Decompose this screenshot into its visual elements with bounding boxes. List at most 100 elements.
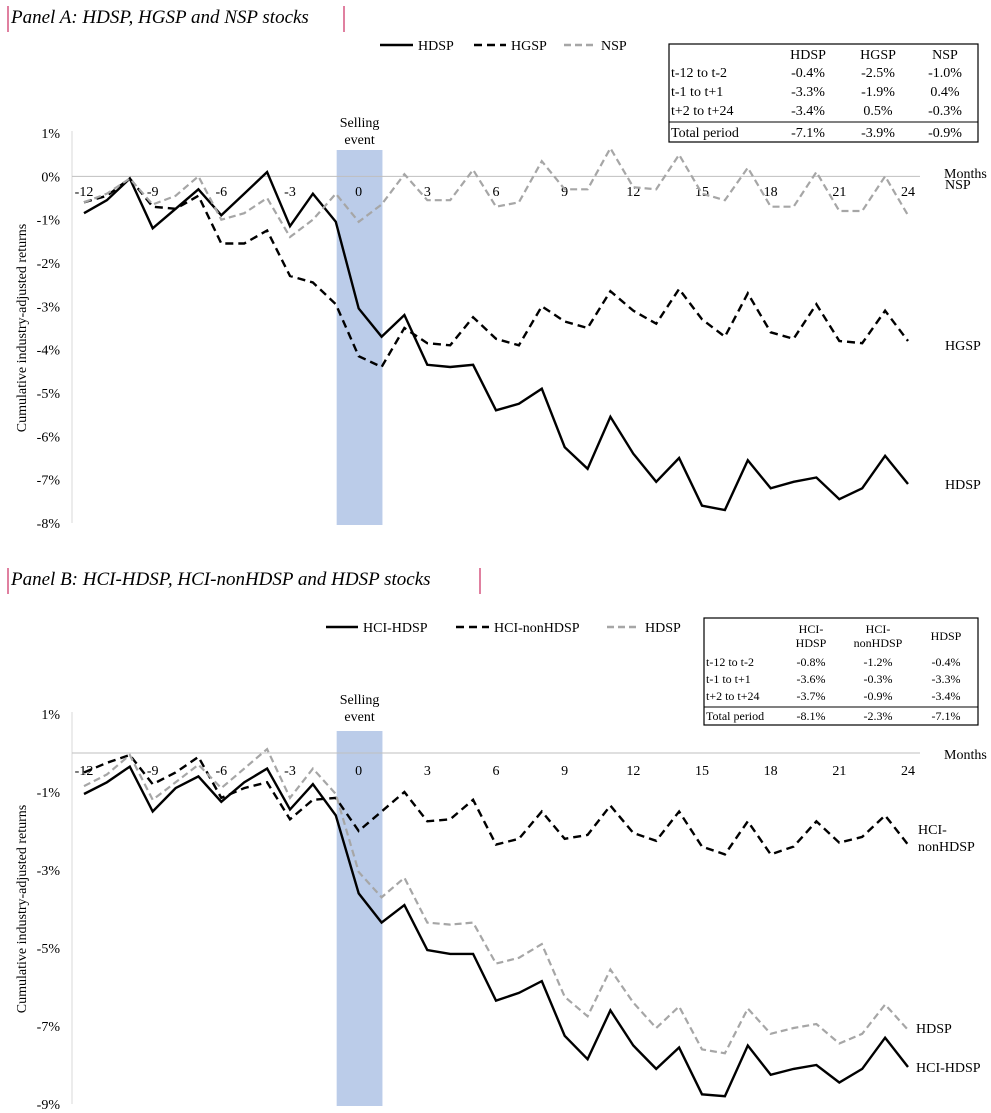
chart-panel-b: Panel B: HCI-HDSP, HCI-nonHDSP and HDSP … <box>7 568 987 1113</box>
table-cell: -0.8% <box>797 655 826 669</box>
x-tick-label: 18 <box>764 764 778 779</box>
x-tick-label: 9 <box>561 185 568 200</box>
x-tick-label: 24 <box>901 185 915 200</box>
x-tick-label: 21 <box>832 185 846 200</box>
table-header-cell: HDSP <box>796 636 827 650</box>
series-line-hdsp <box>83 169 909 512</box>
table-header-cell: HDSP <box>790 48 826 63</box>
y-tick-label: -4% <box>37 344 61 359</box>
panel-title: Panel B: HCI-HDSP, HCI-nonHDSP and HDSP … <box>10 569 431 590</box>
legend-label: NSP <box>601 39 627 54</box>
y-tick-label: 0% <box>41 170 60 185</box>
table-cell: -3.3% <box>791 85 825 100</box>
panel-title: Panel A: HDSP, HGSP and NSP stocks <box>10 7 309 28</box>
table-header-cell: nonHDSP <box>854 636 903 650</box>
table-row-label: t-12 to t-2 <box>671 66 727 81</box>
summary-table-border <box>668 43 979 143</box>
x-tick-label: 6 <box>493 185 500 200</box>
series-end-label: NSP <box>945 178 971 193</box>
x-tick-label: 12 <box>626 764 640 779</box>
x-tick-label: -3 <box>284 185 296 200</box>
table-header-cell: HCI- <box>799 622 824 636</box>
table-row-label: t-1 to t+1 <box>671 85 723 100</box>
y-tick-label: -7% <box>37 474 61 489</box>
x-tick-label: 6 <box>493 764 500 779</box>
selling-event-label: Selling <box>340 116 380 131</box>
y-tick-label: 1% <box>41 708 60 723</box>
table-cell: -3.4% <box>791 104 825 119</box>
x-tick-label: 0 <box>355 764 362 779</box>
series-end-label: HCI- <box>918 823 947 838</box>
x-tick-label: -12 <box>75 185 94 200</box>
table-cell: -1.9% <box>861 85 895 100</box>
table-cell: -7.1% <box>932 709 961 723</box>
table-row-label: Total period <box>706 709 764 723</box>
table-cell: -0.3% <box>864 672 893 686</box>
table-cell: 0.5% <box>863 104 893 119</box>
table-cell: -0.3% <box>928 104 962 119</box>
table-header-cell: HGSP <box>860 48 896 63</box>
table-cell: -0.9% <box>864 689 893 703</box>
x-tick-label: 9 <box>561 764 568 779</box>
legend-label: HDSP <box>418 39 454 54</box>
series-line-nsp <box>83 145 909 239</box>
x-tick-label: -9 <box>147 185 159 200</box>
series-line-hgsp <box>83 176 909 369</box>
selling-event-label: Selling <box>340 693 380 708</box>
table-cell: -3.3% <box>932 672 961 686</box>
y-tick-label: -1% <box>37 786 61 801</box>
y-tick-label: -2% <box>37 257 61 272</box>
table-cell: -3.4% <box>932 689 961 703</box>
x-axis-label: Months <box>944 748 987 763</box>
selling-event-label: event <box>344 133 374 148</box>
table-cell: -0.9% <box>928 126 962 141</box>
legend-label: HCI-nonHDSP <box>494 621 580 636</box>
series-line-hci-hdsp <box>83 764 909 1098</box>
series-line-hci-nonhdsp <box>83 753 909 856</box>
x-tick-label: -9 <box>147 764 159 779</box>
table-header-cell: HCI- <box>866 622 891 636</box>
legend-label: HGSP <box>511 39 547 54</box>
table-cell: -0.4% <box>791 66 825 81</box>
selling-event-label: event <box>344 710 374 725</box>
selling-event-band <box>336 150 383 525</box>
x-tick-label: 12 <box>626 185 640 200</box>
table-header-cell: NSP <box>932 48 958 63</box>
table-cell: -3.7% <box>797 689 826 703</box>
y-axis-label: Cumulative industry-adjusted returns <box>15 224 30 432</box>
table-cell: -1.0% <box>928 66 962 81</box>
table-row-label: t-1 to t+1 <box>706 672 751 686</box>
y-axis-label: Cumulative industry-adjusted returns <box>15 805 30 1013</box>
series-end-label: HDSP <box>945 478 981 493</box>
y-tick-label: -9% <box>37 1098 61 1113</box>
table-cell: -1.2% <box>864 655 893 669</box>
x-tick-label: 3 <box>424 185 431 200</box>
y-tick-label: -6% <box>37 430 61 445</box>
table-cell: -7.1% <box>791 126 825 141</box>
table-cell: 0.4% <box>930 85 960 100</box>
table-header-cell: HDSP <box>931 629 962 643</box>
table-cell: -2.5% <box>861 66 895 81</box>
y-tick-label: -1% <box>37 214 61 229</box>
x-axis-label: Months <box>944 167 987 182</box>
table-row-label: t-12 to t-2 <box>706 655 754 669</box>
table-cell: -8.1% <box>797 709 826 723</box>
y-tick-label: 1% <box>41 127 60 142</box>
legend-label: HCI-HDSP <box>363 621 428 636</box>
table-row-label: t+2 to t+24 <box>671 104 733 119</box>
selling-event-band <box>336 731 383 1106</box>
series-line-hdsp <box>83 747 909 1055</box>
y-tick-label: -5% <box>37 942 61 957</box>
x-tick-label: -6 <box>215 185 227 200</box>
x-tick-label: -6 <box>215 764 227 779</box>
series-end-label: HDSP <box>916 1022 952 1037</box>
x-tick-label: 0 <box>355 185 362 200</box>
y-tick-label: -3% <box>37 864 61 879</box>
x-tick-label: 3 <box>424 764 431 779</box>
series-end-label: HGSP <box>945 339 981 354</box>
y-tick-label: -5% <box>37 387 61 402</box>
table-cell: -3.6% <box>797 672 826 686</box>
x-tick-label: 18 <box>764 185 778 200</box>
x-tick-label: -3 <box>284 764 296 779</box>
